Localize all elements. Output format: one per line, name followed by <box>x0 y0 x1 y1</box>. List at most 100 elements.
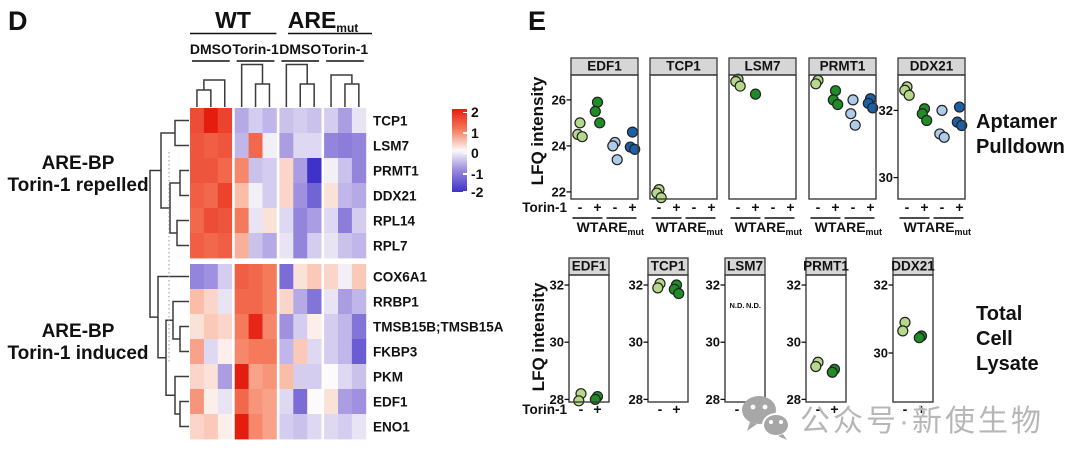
heatmap-cell <box>338 108 352 133</box>
x-tick-label: + <box>955 199 963 215</box>
heatmap-cell <box>263 264 277 289</box>
heatmap-genotype-aremut: AREmut <box>288 7 359 35</box>
heatmap-row-label: DDX21 <box>373 188 417 203</box>
heatmap-cell <box>324 364 338 389</box>
x-tick-label: + <box>786 199 794 215</box>
colorbar-tick-label: -2 <box>471 184 505 201</box>
x-tick-label: + <box>866 199 874 215</box>
heatmap-cell <box>263 339 277 364</box>
heatmap-cell <box>338 233 352 258</box>
heatmap-cell <box>235 339 249 364</box>
data-point <box>937 105 947 115</box>
heatmap-cell <box>279 314 293 339</box>
data-point <box>898 326 908 336</box>
data-point <box>848 95 858 105</box>
heatmap-cell <box>338 389 352 414</box>
heatmap-cell <box>235 133 249 158</box>
heatmap-cell <box>235 364 249 389</box>
heatmap-cell <box>338 414 352 439</box>
heatmap-cell <box>324 233 338 258</box>
data-point <box>955 102 965 112</box>
heatmap-row-label: TCP1 <box>373 113 408 128</box>
facet-frame <box>893 275 933 402</box>
heatmap-cell <box>249 233 263 258</box>
heatmap-cell <box>190 414 204 439</box>
genotype-label-aremut: AREmut <box>756 219 802 237</box>
heatmap-cell <box>307 208 321 233</box>
heatmap-cell <box>293 389 307 414</box>
data-point <box>811 362 821 372</box>
heatmap-cell <box>263 158 277 183</box>
heatmap-row-label: EDF1 <box>373 394 408 409</box>
x-tick-label: - <box>692 199 697 215</box>
data-point <box>674 289 684 299</box>
heatmap-cell <box>338 264 352 289</box>
y-tick-label: 30 <box>787 335 801 350</box>
heatmap-cell <box>190 158 204 183</box>
heatmap-cell <box>249 314 263 339</box>
y-tick-label: 22 <box>552 184 566 199</box>
colorbar-tick-mark <box>463 132 467 134</box>
heatmap-cell <box>279 264 293 289</box>
heatmap-cell <box>307 364 321 389</box>
heatmap-cell <box>263 289 277 314</box>
genotype-label-wt: WT <box>656 219 678 235</box>
x-tick-label: - <box>736 199 741 215</box>
heatmap-cell <box>249 339 263 364</box>
colorbar-tick-mark <box>463 173 467 175</box>
data-point <box>593 97 603 107</box>
genotype-label-wt: WT <box>735 219 757 235</box>
heatmap-cell <box>307 414 321 439</box>
colorbar-tick-mark <box>463 112 467 114</box>
data-point <box>827 367 837 377</box>
heatmap-cell <box>204 314 218 339</box>
heatmap-row-label: RPL14 <box>373 213 416 228</box>
heatmap-cell <box>279 339 293 364</box>
heatmap-cell <box>235 208 249 233</box>
heatmap-cell <box>307 264 321 289</box>
heatmap-cell <box>293 108 307 133</box>
heatmap-cell <box>324 289 338 314</box>
heatmap-cell <box>263 133 277 158</box>
heatmap-cell <box>218 364 232 389</box>
dendrogram-branch <box>177 221 189 246</box>
y-tick-label: 30 <box>550 335 564 350</box>
colorbar-tick-label: 2 <box>471 104 505 121</box>
data-point <box>575 118 585 128</box>
dendrogram-branch <box>197 90 211 107</box>
heatmap-cell <box>249 264 263 289</box>
heatmap-cell <box>307 108 321 133</box>
heatmap-cell <box>324 339 338 364</box>
heatmap-cell <box>307 389 321 414</box>
colorbar-tick-label: -1 <box>471 166 505 183</box>
heatmap-cell <box>279 158 293 183</box>
heatmap-cell <box>279 389 293 414</box>
heatmap-cell <box>293 208 307 233</box>
y-tick-label: 30 <box>706 335 720 350</box>
data-point <box>628 127 638 137</box>
heatmap-cell <box>263 233 277 258</box>
heatmap-cell <box>352 158 366 183</box>
genotype-label-aremut: AREmut <box>677 219 723 237</box>
heatmap-cell <box>279 233 293 258</box>
heatmap-cell <box>204 108 218 133</box>
heatmap-cell <box>235 108 249 133</box>
facet-frame <box>650 75 717 199</box>
x-tick-label: - <box>940 199 945 215</box>
heatmap-cell <box>204 339 218 364</box>
heatmap-cell <box>307 233 321 258</box>
watermark: 公众号·新使生物 <box>738 388 1080 446</box>
heatmap-cell <box>190 183 204 208</box>
ylabel-bottom: LFQ intensity <box>529 262 549 412</box>
row-label-total-cell-lysate: Total Cell Lysate <box>976 302 1039 377</box>
genotype-label-aremut: AREmut <box>925 219 971 237</box>
heatmap-cell <box>352 389 366 414</box>
heatmap-cell <box>218 314 232 339</box>
colorbar-tick-mark <box>463 153 467 155</box>
heatmap-cell <box>293 233 307 258</box>
heatmap-cell <box>249 289 263 314</box>
heatmap-row-label: PKM <box>373 369 403 384</box>
dendrogram-branch <box>180 402 189 427</box>
x-tick-label: - <box>578 199 583 215</box>
heatmap-cell <box>279 364 293 389</box>
